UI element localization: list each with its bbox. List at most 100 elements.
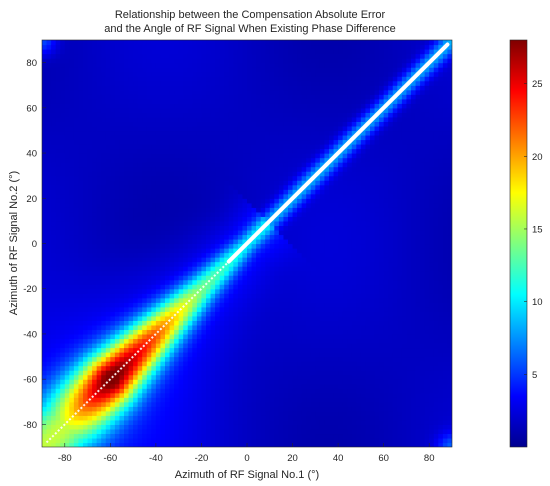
heatmap-cell xyxy=(60,134,66,141)
heatmap-cell xyxy=(137,370,143,376)
heatmap-cell xyxy=(155,324,162,331)
heatmap-cell xyxy=(87,62,93,68)
heatmap-cell xyxy=(69,53,75,59)
heatmap-cell xyxy=(283,279,289,285)
heatmap-cell xyxy=(51,162,57,168)
heatmap-cell xyxy=(46,80,52,86)
heatmap-cell xyxy=(137,442,143,447)
heatmap-cell xyxy=(269,248,275,254)
heatmap-cell xyxy=(69,315,75,321)
heatmap-cell xyxy=(55,53,61,59)
heatmap-cell xyxy=(151,428,157,435)
heatmap-cell xyxy=(137,166,143,172)
heatmap-cell xyxy=(165,261,171,267)
heatmap-cell xyxy=(224,266,230,272)
heatmap-cell xyxy=(114,211,121,217)
heatmap-cell xyxy=(219,85,225,91)
heatmap-cell xyxy=(178,428,184,435)
heatmap-cell xyxy=(260,112,266,118)
heatmap-cell xyxy=(133,216,139,222)
heatmap-cell xyxy=(96,139,102,145)
heatmap-cell xyxy=(160,370,166,376)
heatmap-cell xyxy=(96,329,102,335)
heatmap-cell xyxy=(183,266,189,272)
heatmap-cell xyxy=(92,401,98,407)
heatmap-cell xyxy=(160,40,166,46)
heatmap-cell xyxy=(178,71,184,77)
chart-title-line-1: Relationship between the Compensation Ab… xyxy=(114,9,386,21)
heatmap-cell xyxy=(228,261,234,267)
heatmap-cell xyxy=(265,383,271,389)
heatmap-cell xyxy=(210,433,216,439)
heatmap-cell xyxy=(174,383,180,389)
heatmap-cell xyxy=(114,238,121,245)
heatmap-cell xyxy=(215,139,221,145)
heatmap-cell xyxy=(165,243,171,249)
heatmap-cell xyxy=(183,112,189,118)
heatmap-cell xyxy=(155,193,162,199)
heatmap-cell xyxy=(142,388,148,394)
heatmap-cell xyxy=(64,207,70,213)
heatmap-cell xyxy=(196,211,203,217)
heatmap-cell xyxy=(215,284,221,290)
heatmap-cell xyxy=(87,153,93,159)
heatmap-cell xyxy=(101,279,107,285)
heatmap-cell xyxy=(146,352,152,358)
heatmap-cell xyxy=(110,49,116,55)
heatmap-cell xyxy=(260,58,266,64)
heatmap-cell xyxy=(146,279,152,285)
heatmap-cell xyxy=(124,428,130,435)
heatmap-cell xyxy=(69,401,75,407)
heatmap-cell xyxy=(210,288,216,294)
heatmap-cell xyxy=(73,374,80,380)
heatmap-cell xyxy=(87,442,93,447)
heatmap-cell xyxy=(73,139,80,145)
heatmap-cell xyxy=(137,433,143,439)
heatmap-cell xyxy=(64,71,70,77)
heatmap-cell xyxy=(46,103,52,109)
heatmap-cell xyxy=(242,433,248,439)
heatmap-cell xyxy=(224,383,230,389)
heatmap-cell xyxy=(260,148,266,154)
heatmap-cell xyxy=(160,71,166,77)
heatmap-cell xyxy=(283,288,289,294)
heatmap-cell xyxy=(124,288,130,294)
heatmap-cell xyxy=(288,202,294,208)
heatmap-cell xyxy=(201,433,207,439)
heatmap-cell xyxy=(242,365,248,371)
heatmap-cell xyxy=(224,356,230,362)
heatmap-cell xyxy=(78,288,84,294)
heatmap-cell xyxy=(78,234,84,240)
heatmap-cell xyxy=(274,153,280,159)
heatmap-cell xyxy=(73,243,80,249)
heatmap-cell xyxy=(196,266,203,272)
heatmap-cell xyxy=(165,53,171,59)
heatmap-cell xyxy=(160,347,166,353)
heatmap-cell xyxy=(101,347,107,353)
heatmap-cell xyxy=(201,356,207,362)
heatmap-cell xyxy=(242,40,248,46)
heatmap-cell xyxy=(169,347,175,353)
heatmap-cell xyxy=(196,284,203,290)
heatmap-cell xyxy=(169,94,175,100)
heatmap-cell xyxy=(101,53,107,59)
heatmap-cell xyxy=(73,175,80,181)
heatmap-cell xyxy=(119,89,125,95)
heatmap-cell xyxy=(192,153,198,159)
heatmap-cell xyxy=(110,379,116,385)
heatmap-cell xyxy=(96,415,102,421)
heatmap-cell xyxy=(233,284,239,290)
heatmap-cell xyxy=(292,338,298,344)
heatmap-cell xyxy=(155,365,162,371)
heatmap-cell xyxy=(110,365,116,371)
heatmap-cell xyxy=(210,365,216,371)
heatmap-cell xyxy=(146,76,152,82)
heatmap-cell xyxy=(183,261,189,267)
heatmap-cell xyxy=(119,80,125,86)
heatmap-cell xyxy=(247,333,253,340)
heatmap-cell xyxy=(128,261,134,267)
heatmap-cell xyxy=(274,342,280,349)
heatmap-cell xyxy=(210,144,216,150)
heatmap-cell xyxy=(192,76,198,82)
heatmap-cell xyxy=(64,89,70,95)
